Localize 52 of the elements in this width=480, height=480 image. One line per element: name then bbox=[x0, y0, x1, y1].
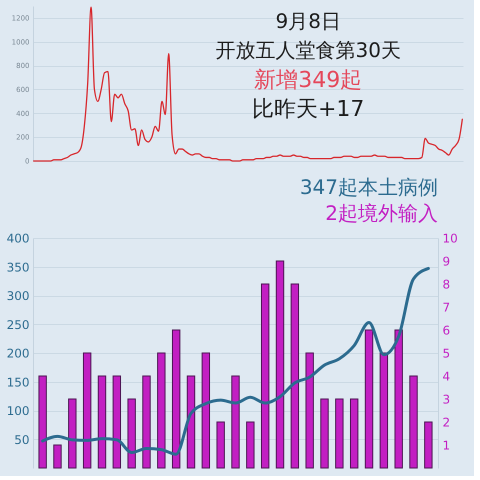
y2-tick-label: 6 bbox=[442, 324, 450, 338]
annotation: 9月8日 bbox=[275, 9, 341, 33]
text: 347起本土病例 bbox=[300, 175, 438, 199]
bar bbox=[157, 352, 166, 468]
bar bbox=[231, 376, 240, 468]
y2-tick-label: 5 bbox=[442, 346, 450, 360]
bar bbox=[290, 284, 300, 468]
bar bbox=[276, 260, 284, 468]
bar bbox=[320, 398, 329, 468]
y2-tick-label: 8 bbox=[442, 278, 450, 292]
bar bbox=[38, 376, 47, 468]
bar bbox=[260, 284, 270, 468]
y-tick-label: 400 bbox=[6, 232, 30, 246]
y-tick-label: 50 bbox=[14, 432, 30, 447]
annotation: 开放五人堂食第30天 bbox=[215, 38, 401, 62]
y-tick-label: 350 bbox=[6, 260, 30, 274]
y-tick-label: 300 bbox=[6, 289, 30, 303]
y2-tick-label: 7 bbox=[442, 300, 450, 314]
annotation: 新增349起 bbox=[254, 68, 362, 93]
bar bbox=[424, 422, 433, 468]
bar bbox=[335, 398, 344, 468]
bar bbox=[112, 376, 122, 468]
y2-tick-label: 3 bbox=[442, 392, 450, 406]
y-tick-label: 200 bbox=[6, 346, 30, 360]
bar bbox=[246, 422, 255, 468]
line-series bbox=[33, 6, 463, 162]
y-tick-label: 250 bbox=[6, 318, 30, 332]
annotation: 比昨天+17 bbox=[252, 97, 364, 122]
y-tick-label: 100 bbox=[6, 404, 30, 418]
line-series bbox=[41, 266, 430, 456]
bar bbox=[305, 352, 314, 468]
text: 2起境外输入 bbox=[325, 201, 438, 225]
bar bbox=[82, 352, 92, 468]
y2-tick-label: 1 bbox=[442, 438, 450, 452]
bar bbox=[68, 398, 77, 468]
bar bbox=[202, 352, 210, 468]
y2-tick-label: 10 bbox=[442, 232, 458, 246]
bar bbox=[394, 330, 403, 468]
bar bbox=[409, 376, 418, 468]
bar bbox=[98, 376, 106, 468]
bar bbox=[364, 330, 374, 468]
y-tick-label: 150 bbox=[6, 375, 30, 390]
bar bbox=[142, 376, 151, 468]
bar bbox=[380, 352, 388, 468]
y2-tick-label: 9 bbox=[442, 254, 450, 268]
bar bbox=[350, 398, 358, 468]
y2-tick-label: 4 bbox=[442, 370, 450, 384]
y2-tick-label: 2 bbox=[442, 416, 450, 430]
bar bbox=[127, 398, 136, 468]
bar bbox=[172, 330, 180, 468]
bar bbox=[216, 422, 225, 468]
bar bbox=[53, 444, 62, 468]
